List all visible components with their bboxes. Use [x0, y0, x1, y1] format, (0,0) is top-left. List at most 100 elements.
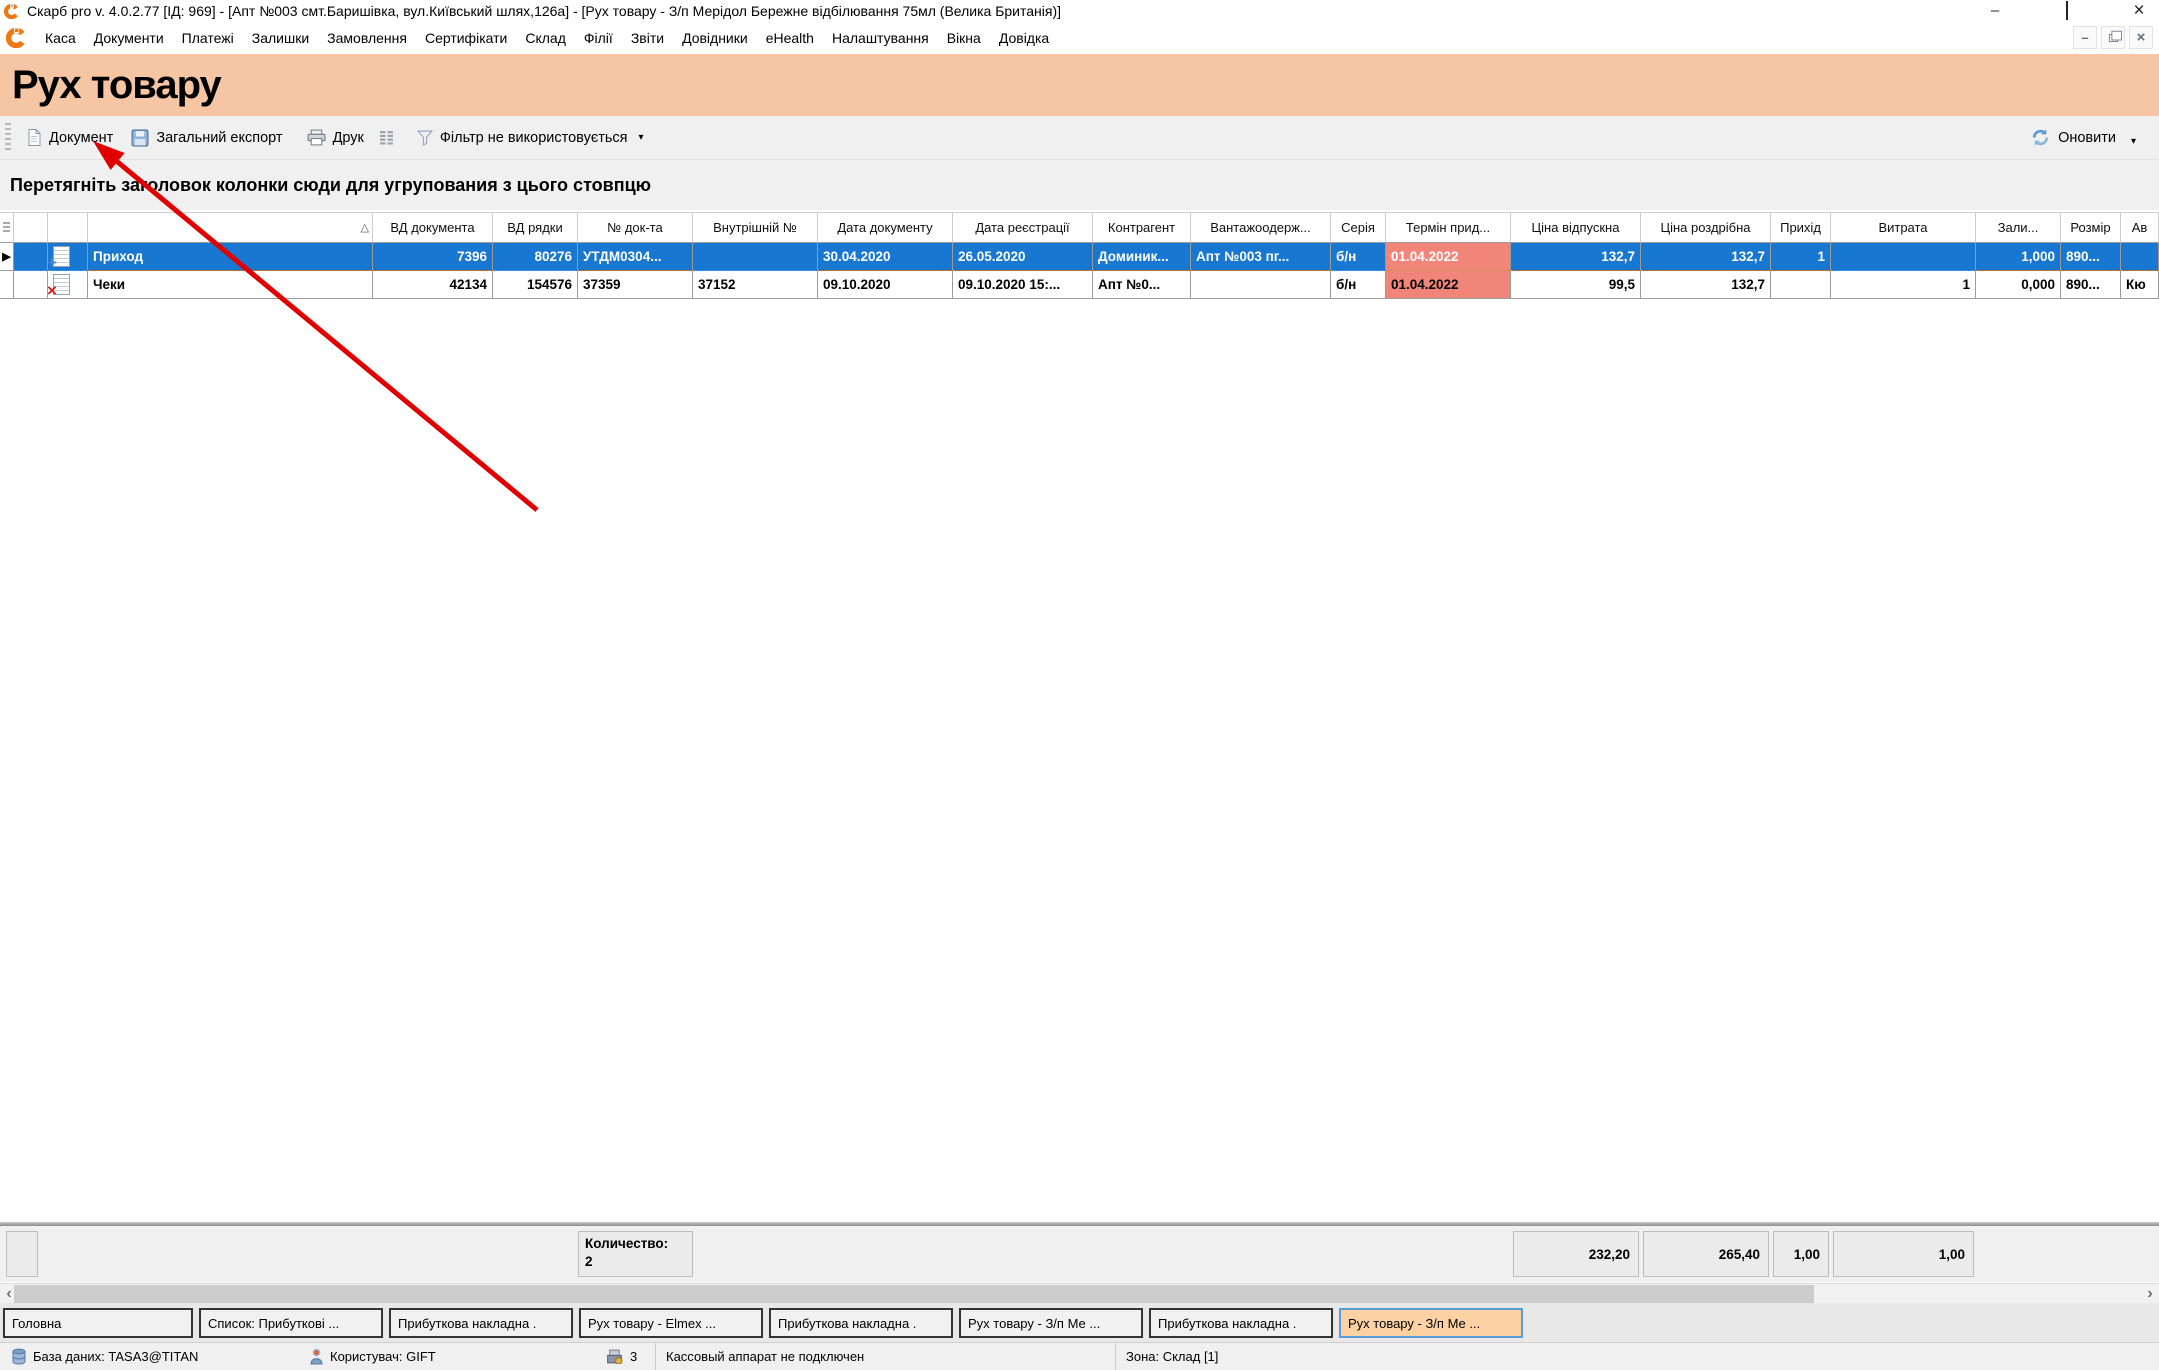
menu-item-4[interactable]: Залишки	[251, 30, 310, 46]
column-header-reg_date[interactable]: Дата реєстрації	[953, 213, 1093, 243]
tab-2[interactable]: Список: Прибуткові ...	[199, 1308, 383, 1338]
cell-vd_row: 80276	[493, 243, 578, 271]
summary-count-box: Количество: 2	[578, 1231, 693, 1277]
window-title: Скарб pro v. 4.0.2.77 [ІД: 969] - [Апт №…	[27, 3, 1062, 19]
column-header-internal_no[interactable]: Внутрішній №	[693, 213, 818, 243]
cell-doc_date: 09.10.2020	[818, 271, 953, 299]
restore-button[interactable]	[2057, 0, 2077, 22]
grid-corner-icon	[3, 221, 10, 234]
cell-contragent: Доминик...	[1093, 243, 1191, 271]
column-header-contragent[interactable]: Контрагент	[1093, 213, 1191, 243]
cell-series: б/н	[1331, 271, 1386, 299]
column-header-author[interactable]: Ав	[2121, 213, 2159, 243]
tab-4[interactable]: Рух товару - Elmex ...	[579, 1308, 763, 1338]
column-header-doc_no[interactable]: № док-та	[578, 213, 693, 243]
cell-balance: 0,000	[1976, 271, 2061, 299]
summary-count-value: 2	[585, 1254, 593, 1269]
toolbar-drag-handle[interactable]	[5, 122, 11, 153]
column-header-size[interactable]: Розмір	[2061, 213, 2121, 243]
document-icon	[28, 129, 41, 146]
column-chooser-icon	[379, 131, 393, 145]
filter-dropdown-caret: ▾	[638, 132, 644, 143]
column-chooser-button[interactable]	[373, 125, 400, 150]
scroll-left-arrow[interactable]: ‹	[6, 1285, 12, 1302]
menu-item-8[interactable]: Філії	[583, 30, 613, 46]
summary-left-stub	[6, 1231, 38, 1277]
refresh-icon	[2032, 129, 2049, 146]
column-header-consignee[interactable]: Вантажоодерж...	[1191, 213, 1331, 243]
menu-item-9[interactable]: Звіти	[630, 30, 665, 46]
menu-item-3[interactable]: Платежі	[181, 30, 234, 46]
column-header-price_retail[interactable]: Ціна роздрібна	[1641, 213, 1771, 243]
menu-item-10[interactable]: Довідники	[682, 30, 748, 46]
menu-item-11[interactable]: eHealth	[765, 30, 814, 46]
cell-balance: 1,000	[1976, 243, 2061, 271]
summary-total-expense: 1,00	[1833, 1231, 1974, 1277]
app-logo-icon	[4, 3, 18, 19]
tab-7[interactable]: Прибуткова накладна .	[1149, 1308, 1333, 1338]
column-header-icon[interactable]	[48, 213, 88, 243]
column-header-expense[interactable]: Витрата	[1831, 213, 1976, 243]
status-zone: Зона: Склад [1]	[1115, 1343, 1228, 1370]
page-title-band: Рух товару	[0, 54, 2159, 116]
menu-item-2[interactable]: Документи	[93, 30, 164, 46]
status-user: Користувач: GIFT	[300, 1343, 446, 1370]
mdi-restore-button[interactable]	[2101, 26, 2125, 49]
document-button[interactable]: Документ	[17, 123, 122, 152]
column-header-income[interactable]: Прихід	[1771, 213, 1831, 243]
refresh-button[interactable]: Оновити ▾	[2021, 123, 2145, 152]
menu-item-14[interactable]: Довідка	[998, 30, 1050, 46]
mdi-minimize-button[interactable]: –	[2073, 26, 2097, 49]
column-header-spacer[interactable]	[14, 213, 48, 243]
cell-vd_doc: 7396	[373, 243, 493, 271]
filter-button[interactable]: Фільтр не використовується ▾	[408, 125, 653, 151]
table-row[interactable]: Чеки42134154576373593715209.10.202009.10…	[0, 271, 2159, 299]
column-header-doc_date[interactable]: Дата документу	[818, 213, 953, 243]
column-header-indicator[interactable]	[0, 213, 14, 243]
cell-expense	[1831, 243, 1976, 271]
tab-3[interactable]: Прибуткова накладна .	[389, 1308, 573, 1338]
cell-spacer	[14, 243, 48, 271]
general-export-button[interactable]: Загальний експорт	[122, 124, 291, 152]
menu-item-1[interactable]: Каса	[45, 30, 76, 46]
scrollbar-thumb[interactable]	[14, 1285, 1814, 1303]
grid-header-row: △ ВД документа ВД рядки № док-та Внутрішній …	[0, 212, 2159, 243]
column-header-expiry[interactable]: Термін прид...	[1386, 213, 1511, 243]
summary-footer: Количество: 2 232,20 265,40 1,00 1,00	[0, 1222, 2159, 1282]
tab-6[interactable]: Рух товару - З/п Ме ...	[959, 1308, 1143, 1338]
cell-icon	[48, 243, 88, 271]
column-header-vd_doc[interactable]: ВД документа	[373, 213, 493, 243]
tab-5[interactable]: Прибуткова накладна .	[769, 1308, 953, 1338]
summary-splitter[interactable]	[0, 1222, 2159, 1226]
menu-item-7[interactable]: Склад	[525, 30, 566, 46]
minimize-button[interactable]: –	[1990, 2, 2000, 19]
column-header-series[interactable]: Серія	[1331, 213, 1386, 243]
mdi-close-button[interactable]: ×	[2129, 26, 2153, 49]
menu-item-5[interactable]: Замовлення	[327, 30, 407, 46]
horizontal-scrollbar[interactable]: ‹ ›	[0, 1283, 2159, 1303]
column-header-price_out[interactable]: Ціна відпускна	[1511, 213, 1641, 243]
data-grid: △ ВД документа ВД рядки № док-та Внутрішній …	[0, 212, 2159, 299]
cell-expiry: 01.04.2022	[1386, 243, 1511, 271]
cash-register-icon	[607, 1349, 623, 1364]
column-header-name[interactable]: △	[88, 213, 373, 243]
column-header-vd_row[interactable]: ВД рядки	[493, 213, 578, 243]
print-button-label: Друк	[332, 129, 364, 146]
column-header-balance[interactable]: Зали...	[1976, 213, 2061, 243]
group-by-bar[interactable]: Перетягніть заголовок колонки сюди для у…	[0, 160, 2159, 210]
close-button[interactable]: ×	[2133, 0, 2145, 21]
user-icon	[310, 1348, 323, 1365]
menu-item-12[interactable]: Налаштування	[831, 30, 929, 46]
cell-indicator	[0, 271, 14, 299]
page-title: Рух товару	[12, 62, 222, 107]
menu-item-13[interactable]: Вікна	[946, 30, 981, 46]
summary-count-label: Количество:	[585, 1236, 669, 1251]
tab-1[interactable]: Головна	[3, 1308, 193, 1338]
print-button[interactable]: Друк	[298, 124, 373, 151]
cell-income: 1	[1771, 243, 1831, 271]
tab-8[interactable]: Рух товару - З/п Ме ...	[1339, 1308, 1523, 1338]
menubar-items: Каса Документи Платежі Залишки Замовлення Сер…	[36, 26, 1058, 50]
menu-item-6[interactable]: Сертифікати	[424, 30, 508, 46]
scroll-right-arrow[interactable]: ›	[2147, 1285, 2153, 1302]
